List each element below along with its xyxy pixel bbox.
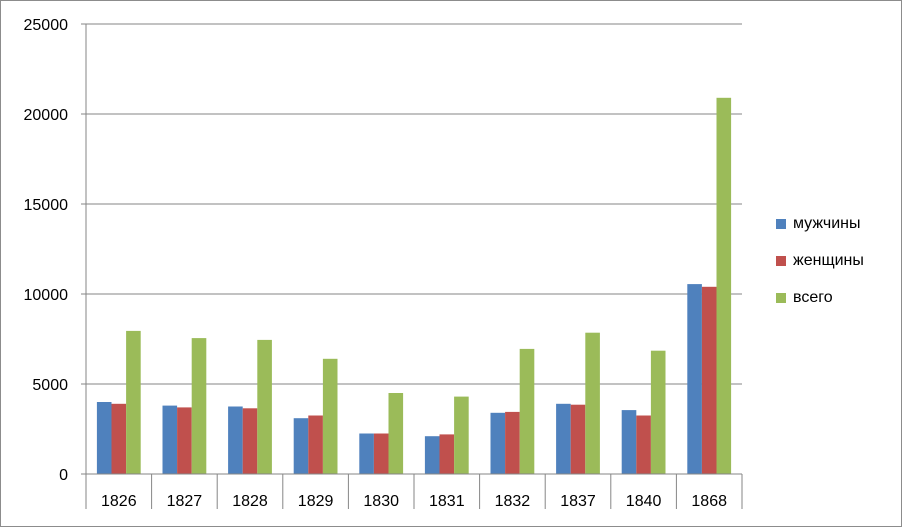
bar <box>439 434 455 474</box>
bar <box>716 97 732 475</box>
legend-label: всего <box>793 288 833 306</box>
x-tick-label: 1828 <box>232 493 268 510</box>
x-axis-ticks: 1826 1827 1828 1829 1830 1831 1832 1837 1840 1868 <box>85 474 743 510</box>
y-tick-label: 15000 <box>24 197 69 214</box>
legend-label: женщины <box>793 251 864 269</box>
legend-swatch <box>776 218 786 229</box>
legend: мужчины женщины всего <box>776 214 864 325</box>
y-tick-label: 0 <box>59 467 68 484</box>
bar <box>293 418 309 474</box>
legend-item: мужчины <box>776 214 864 233</box>
legend-swatch <box>776 292 786 303</box>
y-axis-ticks: 0 5000 10000 15000 20000 25000 <box>24 17 86 484</box>
bar <box>570 404 586 474</box>
bar <box>454 396 469 474</box>
bar <box>359 433 374 474</box>
bar <box>585 332 600 474</box>
bar <box>111 403 127 474</box>
x-tick-label: 1840 <box>626 493 662 510</box>
bar <box>308 415 323 474</box>
x-tick-label: 1868 <box>691 493 727 510</box>
bar <box>388 393 404 474</box>
bar <box>126 330 141 474</box>
x-tick-label: 1837 <box>560 493 596 510</box>
legend-item: женщины <box>776 251 864 270</box>
bar <box>322 358 338 474</box>
bar <box>701 286 717 474</box>
bar <box>228 406 243 474</box>
bar <box>191 338 207 474</box>
y-tick-label: 10000 <box>24 287 69 304</box>
y-tick-label: 25000 <box>24 17 69 34</box>
bar <box>556 403 571 474</box>
x-tick-label: 1829 <box>298 493 334 510</box>
bar <box>650 350 666 474</box>
bar <box>96 402 112 474</box>
bars <box>96 97 732 475</box>
bar <box>373 433 389 474</box>
x-tick-label: 1832 <box>495 493 531 510</box>
x-tick-label: 1826 <box>101 493 137 510</box>
bar <box>162 405 178 474</box>
legend-swatch <box>776 255 786 266</box>
x-tick-label: 1831 <box>429 493 465 510</box>
gridlines <box>86 23 742 385</box>
bar <box>242 408 258 474</box>
bar <box>257 339 272 474</box>
bar <box>424 436 440 474</box>
x-tick-label: 1827 <box>167 493 203 510</box>
legend-item: всего <box>776 288 864 307</box>
bar <box>687 284 702 474</box>
bar <box>490 412 506 474</box>
bar <box>519 348 535 474</box>
bar <box>621 410 637 474</box>
y-tick-label: 20000 <box>24 107 69 124</box>
bar <box>636 415 651 474</box>
x-tick-label: 1830 <box>363 493 399 510</box>
bar <box>505 411 520 474</box>
y-tick-label: 5000 <box>32 377 68 394</box>
axes <box>85 24 742 475</box>
bar <box>177 407 192 474</box>
legend-label: мужчины <box>793 214 861 232</box>
